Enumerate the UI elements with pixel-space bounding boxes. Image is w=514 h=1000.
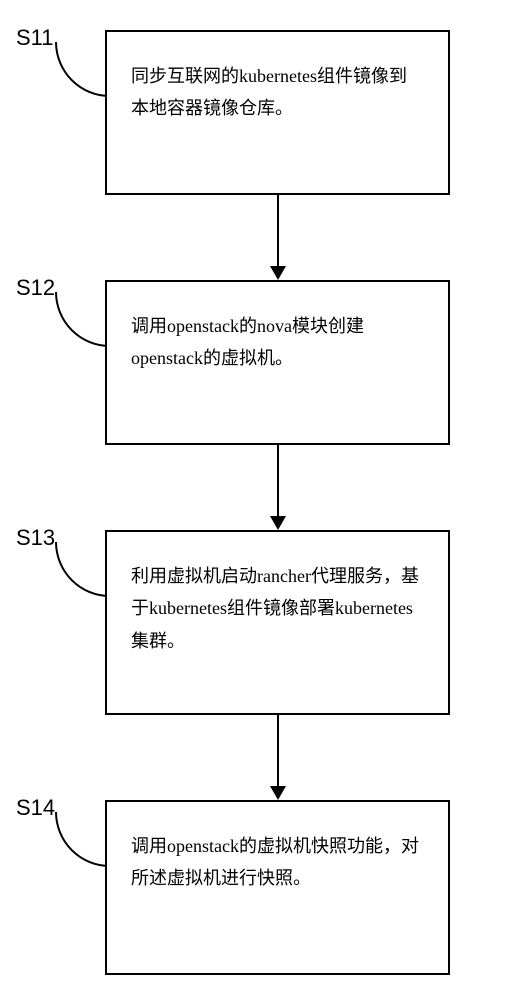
arrow-line: [277, 195, 279, 267]
step-text-s11: 同步互联网的kubernetes组件镜像到本地容器镜像仓库。: [131, 60, 424, 125]
step-box-s13: 利用虚拟机启动rancher代理服务，基于kubernetes组件镜像部署kub…: [105, 530, 450, 715]
step-label-s13: S13: [16, 525, 55, 551]
arrow-head-icon: [270, 786, 286, 800]
step-box-s14: 调用openstack的虚拟机快照功能，对所述虚拟机进行快照。: [105, 800, 450, 975]
arrow-line: [277, 715, 279, 787]
step-label-s11: S11: [16, 25, 54, 51]
step-text-s14: 调用openstack的虚拟机快照功能，对所述虚拟机进行快照。: [131, 830, 424, 895]
arrow-s13-s14: [0, 715, 514, 800]
arrow-head-icon: [270, 516, 286, 530]
step-text-s13: 利用虚拟机启动rancher代理服务，基于kubernetes组件镜像部署kub…: [131, 560, 424, 657]
connector-curve-s14: [55, 812, 110, 867]
arrow-s12-s13: [0, 445, 514, 530]
arrow-head-icon: [270, 266, 286, 280]
arrow-s11-s12: [0, 195, 514, 280]
step-box-s12: 调用openstack的nova模块创建openstack的虚拟机。: [105, 280, 450, 445]
step-label-s14: S14: [16, 795, 55, 821]
step-box-s11: 同步互联网的kubernetes组件镜像到本地容器镜像仓库。: [105, 30, 450, 195]
step-label-s12: S12: [16, 275, 55, 301]
connector-curve-s13: [55, 542, 110, 597]
arrow-line: [277, 445, 279, 517]
step-text-s12: 调用openstack的nova模块创建openstack的虚拟机。: [131, 310, 424, 375]
connector-curve-s12: [55, 292, 110, 347]
connector-curve-s11: [55, 42, 110, 97]
